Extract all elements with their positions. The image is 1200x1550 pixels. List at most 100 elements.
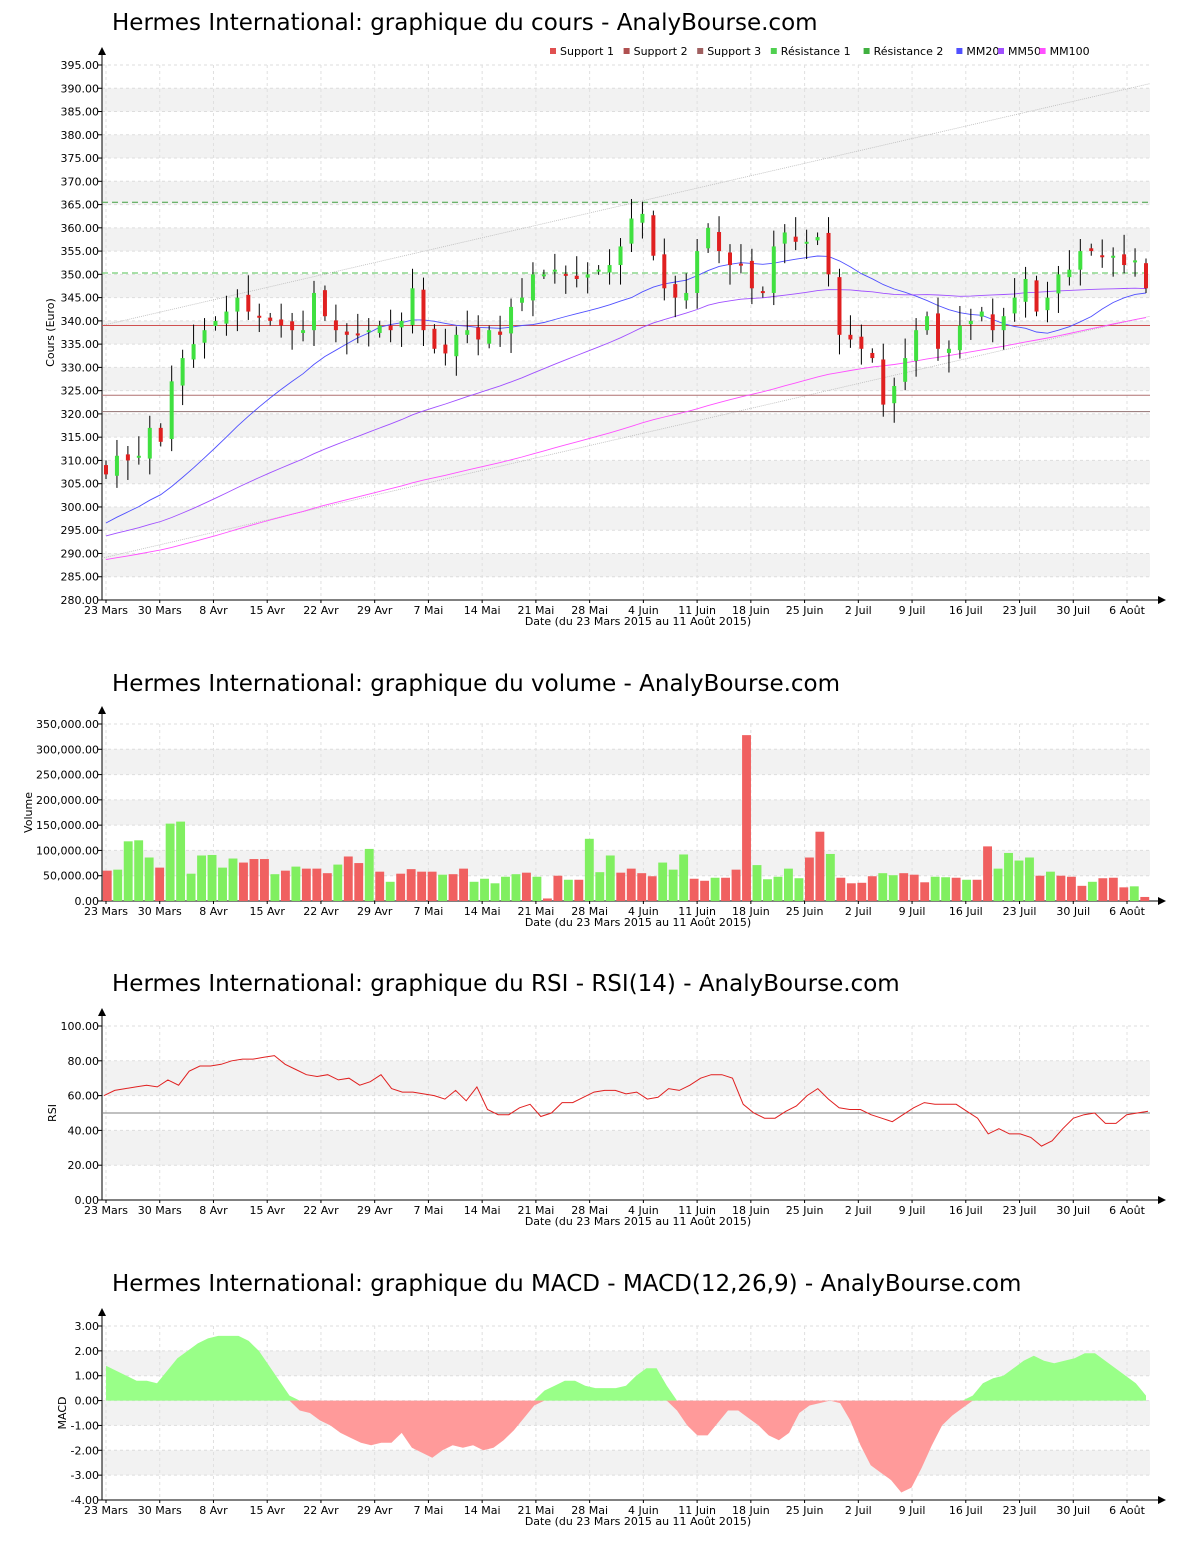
grid-band (102, 274, 1150, 298)
volume-bar (605, 855, 615, 901)
legend-entry: Résistance 1 (781, 45, 851, 58)
volume-bar (742, 735, 751, 901)
volume-bar (280, 870, 290, 901)
volume-bar (993, 868, 1003, 901)
candle-body (125, 454, 130, 461)
volume-bar (375, 871, 385, 901)
candle-body (388, 325, 393, 331)
volume-bar (364, 848, 374, 901)
candle-body (1100, 255, 1105, 258)
candle-body (760, 291, 765, 294)
y-tick-label: 290.00 (61, 547, 100, 560)
candle-body (695, 251, 700, 293)
x-tick-label: 25 Juin (786, 1504, 824, 1517)
y-tick-label: 325.00 (61, 385, 100, 398)
candle-body (344, 331, 349, 335)
x-tick-label: 30 Juil (1056, 1204, 1090, 1217)
volume-bar (909, 874, 919, 901)
volume-bar (920, 882, 930, 901)
candle-body (837, 277, 842, 335)
volume-bar (501, 876, 510, 901)
volume-bar (270, 874, 280, 901)
y-tick-label: 390.00 (61, 82, 100, 95)
volume-bar (983, 846, 992, 901)
volume-bar (731, 869, 741, 901)
volume-bar (888, 875, 898, 901)
channel-upper (101, 83, 1151, 326)
grid-band (102, 553, 1150, 577)
candle-body (1034, 280, 1039, 312)
volume-bar (1119, 887, 1129, 901)
volume-bar (784, 868, 793, 901)
volume-bar (616, 872, 626, 901)
y-tick-label: 365.00 (61, 199, 100, 212)
candle-body (169, 381, 174, 440)
x-tick-label: 23 Juil (1003, 604, 1037, 617)
grid-band (102, 227, 1150, 252)
volume-bar (647, 876, 657, 901)
y-tick-label: 200,000.00 (36, 794, 99, 807)
x-tick-label: 23 Mars (84, 905, 128, 918)
x-tick-label: 30 Juil (1056, 905, 1090, 918)
macd-chart: -4.00 -3.00 -2.00 -1.00 0.00 1.00 2.00 3.00 23 M… (56, 1308, 1166, 1528)
candle-body (1078, 251, 1083, 270)
grid-band (102, 460, 1150, 484)
x-tick-label: 18 Juin (732, 905, 770, 918)
volume-bar (574, 879, 584, 901)
ma50-line (105, 287, 1147, 537)
legend-swatch (623, 48, 630, 54)
candle-body (487, 330, 492, 344)
volume-bar (1087, 881, 1097, 901)
y-axis-arrow (98, 706, 106, 714)
candle-body (1089, 248, 1094, 252)
y-tick-label: 1.00 (75, 1370, 100, 1383)
candle-body (957, 325, 962, 351)
x-tick-label: 11 Juin (678, 1504, 716, 1517)
volume-bar (1140, 896, 1150, 901)
x-tick-label: 14 Mai (464, 905, 501, 918)
candle-body (1133, 260, 1138, 263)
x-tick-label: 7 Mai (414, 905, 444, 918)
y-tick-label: 50,000.00 (43, 870, 99, 883)
candle-body (520, 297, 524, 303)
candle-body (312, 292, 316, 331)
volume-bar (228, 858, 238, 901)
x-tick-label: 7 Mai (414, 604, 444, 617)
y-tick-label: -1.00 (71, 1419, 99, 1432)
volume-bar (930, 876, 940, 901)
x-tick-label: 8 Avr (199, 1204, 228, 1217)
candle-body (421, 289, 426, 331)
y-tick-label: -3.00 (71, 1469, 99, 1482)
x-tick-label: 4 Juin (628, 1504, 659, 1517)
y-tick-label: 3.00 (75, 1320, 100, 1333)
grid-band (102, 1450, 1150, 1476)
volume-bar (794, 878, 804, 901)
candle-body (279, 319, 284, 326)
channel-lower (101, 315, 1151, 559)
x-tick-label: 22 Avr (303, 905, 339, 918)
y-tick-label: 370.00 (61, 175, 100, 188)
y-tick-label: 0.00 (75, 895, 100, 908)
x-tick-label: 9 Juil (899, 1204, 926, 1217)
grid-band (102, 181, 1150, 205)
volume-bar (679, 854, 689, 901)
candle-body (706, 227, 711, 249)
volume-bar (763, 879, 772, 901)
legend-swatch (956, 48, 963, 54)
x-tick-label: 29 Avr (357, 604, 393, 617)
volume-bar (689, 878, 699, 901)
grid-band (102, 134, 1150, 159)
candle-body (826, 232, 831, 275)
price-chart: 280.00 285.00 290.00 295.00 300.00 305.00 310.… (44, 45, 1166, 628)
volume-bar (553, 875, 563, 901)
candle-body (454, 334, 459, 357)
x-tick-label: 11 Juin (678, 905, 716, 918)
volume-bar (836, 877, 846, 901)
x-tick-label: 28 Mai (571, 905, 608, 918)
volume-bar (637, 873, 647, 901)
candle-body (925, 316, 930, 331)
candle-body (147, 427, 152, 459)
candle-body (782, 232, 787, 244)
legend-swatch (1039, 48, 1046, 54)
macd-negative-area (106, 1400, 1146, 1493)
